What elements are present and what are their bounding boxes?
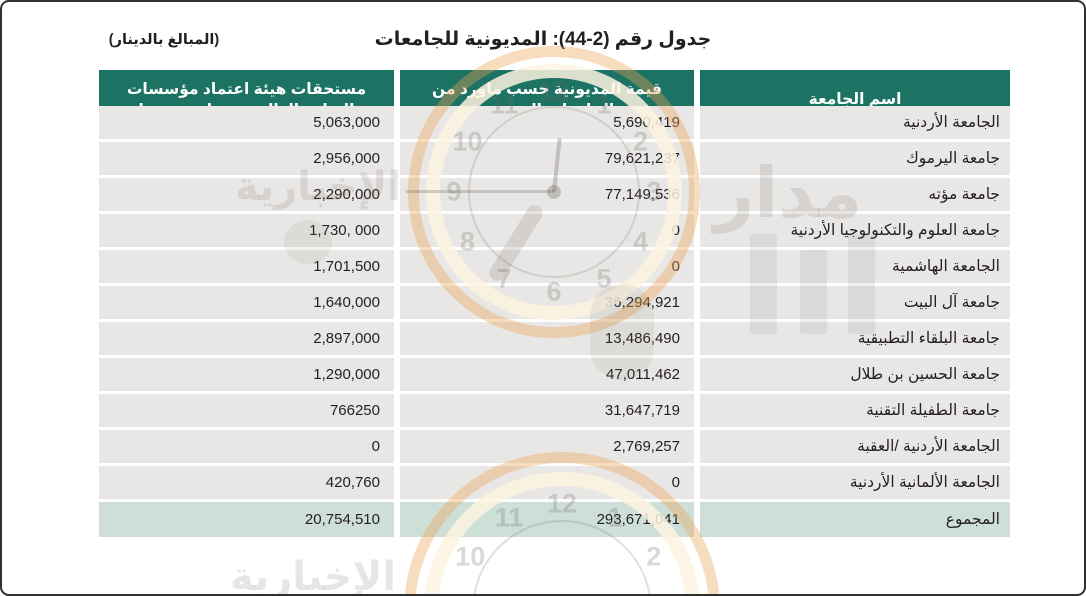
debt-value-cell: 47,011,462 <box>400 358 694 391</box>
watermark-brand-text: الإخبارية <box>230 555 396 594</box>
debt-value-cell: 36,294,921 <box>400 286 694 319</box>
page-title: جدول رقم (2-44): المديونية للجامعات <box>374 29 712 50</box>
university-name-cell: الجامعة الأردنية /العقبة <box>700 430 1010 463</box>
dues-value-cell: 5,063,000 <box>99 106 394 139</box>
university-name-cell: جامعة الطفيلة التقنية <box>700 394 1010 427</box>
debt-value-cell: 2,769,257 <box>400 430 694 463</box>
university-name-cell: جامعة الحسين بن طلال <box>700 358 1010 391</box>
dues-value-cell: 766250 <box>99 394 394 427</box>
dues-value-cell: 1,640,000 <box>99 286 394 319</box>
debt-value-cell: 79,621,237 <box>400 142 694 175</box>
debt-value-cell: 0 <box>400 250 694 283</box>
dues-value-cell: 1,730, 000 <box>99 214 394 247</box>
university-name-cell: جامعة البلقاء التطبيقية <box>700 322 1010 355</box>
university-name-cell: جامعة آل البيت <box>700 286 1010 319</box>
debt-value-cell: 31,647,719 <box>400 394 694 427</box>
dues-value-cell: 2,897,000 <box>99 322 394 355</box>
debt-value-cell: 13,486,490 <box>400 322 694 355</box>
university-name-cell: جامعة العلوم والتكنولوجيا الأردنية <box>700 214 1010 247</box>
dues-value-cell: 2,290,000 <box>99 178 394 211</box>
dues-value-cell: 1,290,000 <box>99 358 394 391</box>
dues-value-cell: 2,956,000 <box>99 142 394 175</box>
total-row-label: المجموع <box>700 502 1010 537</box>
debt-value-cell: 0 <box>400 466 694 499</box>
dues-value-cell: 1,701,500 <box>99 250 394 283</box>
debt-value-cell: 0 <box>400 214 694 247</box>
university-name-cell: جامعة مؤته <box>700 178 1010 211</box>
university-name-cell: الجامعة الألمانية الأردنية <box>700 466 1010 499</box>
university-name-cell: الجامعة الهاشمية <box>700 250 1010 283</box>
debt-value-cell: 77,149,536 <box>400 178 694 211</box>
dues-value-cell: 420,760 <box>99 466 394 499</box>
dues-value-cell: 0 <box>99 430 394 463</box>
total-debt-cell: 293,671,041 <box>400 502 694 537</box>
universities-debt-table: اسم الجامعة قيمة المديونية حسب ماورد من … <box>99 70 1010 537</box>
university-name-cell: الجامعة الأردنية <box>700 106 1010 139</box>
clock-number: 10 <box>455 541 486 572</box>
university-name-cell: جامعة اليرموك <box>700 142 1010 175</box>
clock-number: 2 <box>646 541 662 572</box>
currency-note: (المبالغ بالدينار) <box>108 32 220 48</box>
debt-value-cell: 5,690,419 <box>400 106 694 139</box>
total-dues-cell: 20,754,510 <box>99 502 394 537</box>
